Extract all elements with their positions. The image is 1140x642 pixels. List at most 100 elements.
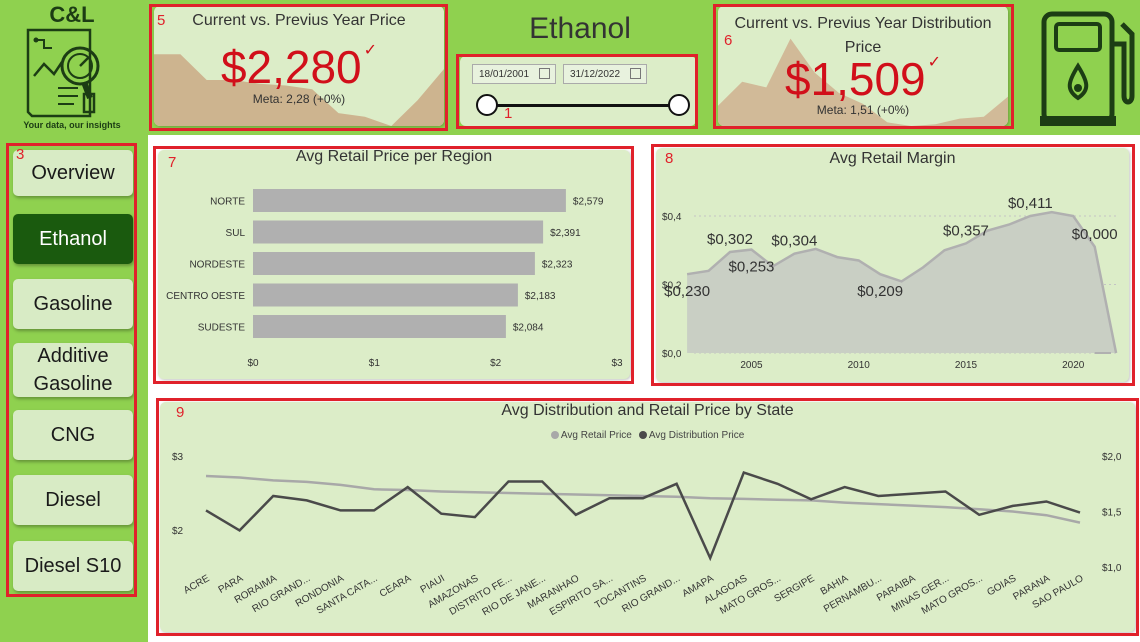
check-icon: ✓ <box>927 54 942 71</box>
x-tick-label: 2005 <box>740 360 763 371</box>
kpi-trend-area <box>718 38 1008 126</box>
bar-sul <box>253 220 544 244</box>
bar-category-label: NORTE <box>210 197 245 208</box>
check-icon: ✓ <box>363 42 378 59</box>
state-tick-label: ACRE <box>182 573 212 597</box>
start-date-input[interactable]: 18/01/2001 <box>472 64 556 84</box>
chart-state-prices: Avg Distribution and Retail Price by Sta… <box>160 402 1135 632</box>
margin-data-label: $0,209 <box>857 283 903 300</box>
y-right-tick-label: $2,0 <box>1102 452 1122 463</box>
kpi-distribution-meta: Meta: 1,51 (+0%) <box>816 103 910 117</box>
x-tick-label: $2 <box>490 358 502 369</box>
region-chart-title: Avg Retail Price per Region <box>295 150 493 165</box>
kpi-price-title: Current vs. Previus Year Price <box>192 12 406 29</box>
margin-data-label: $0,000 <box>1072 226 1118 243</box>
margin-data-label: $0,357 <box>943 222 989 239</box>
y-left-tick-label: $2 <box>172 526 184 537</box>
logo-title: C&L <box>49 2 95 27</box>
x-tick-label: 2010 <box>848 360 871 371</box>
state-chart-title: Avg Distribution and Retail Price by Sta… <box>501 402 794 419</box>
kpi-card-price: Current vs. Previus Year Price $2,280 ✓ M… <box>154 6 444 126</box>
marker-8: 8 <box>665 150 674 167</box>
company-logo: C&L Your data, our insights <box>22 2 122 132</box>
legend-distribution-dot <box>638 431 647 440</box>
bar-sudeste <box>253 315 506 338</box>
kpi-distribution-area <box>718 38 1008 126</box>
legend-retail-label: Avg Retail Price <box>560 430 632 441</box>
marker-1: 1 <box>504 105 513 122</box>
bar-value-label: $2,183 <box>525 291 556 302</box>
chart-retail-margin: Avg Retail Margin $0,0 $0,2 $0,4 $0,230 $0,3… <box>656 148 1129 382</box>
kpi-distribution-title: Current vs. Previus Year Distribution Pr… <box>734 15 992 56</box>
bar-category-label: SUL <box>226 228 246 239</box>
bar-category-label: CENTRO OESTE <box>166 291 245 302</box>
marker-5: 5 <box>157 12 166 29</box>
logo-tagline: Your data, our insights <box>23 120 121 130</box>
kpi-price-area <box>154 54 444 126</box>
y-tick-label: $0,2 <box>662 281 682 292</box>
y-tick-label: $0,0 <box>662 349 682 360</box>
margin-data-label: $0,302 <box>707 231 753 248</box>
kpi-price-value: $2,280 ✓ <box>220 41 378 93</box>
slider-track[interactable] <box>486 104 682 107</box>
x-tick-label: 2015 <box>955 360 978 371</box>
bar-centro-oeste <box>253 283 518 307</box>
marker-6: 6 <box>724 32 733 49</box>
x-tick-label: $1 <box>369 358 381 369</box>
marker-9: 9 <box>176 404 185 421</box>
nav-diesel-button[interactable]: Diesel <box>13 475 133 525</box>
bar-value-label: $2,579 <box>573 197 604 208</box>
x-tick-label: $0 <box>247 358 259 369</box>
bar-value-label: $2,391 <box>550 228 581 239</box>
bar-category-label: NORDESTE <box>189 260 245 271</box>
nav-ethanol-button[interactable]: Ethanol <box>13 214 133 264</box>
kpi-card-distribution: Current vs. Previus Year Distribution Pr… <box>718 6 1008 126</box>
state-chart-legend: Avg Retail Price Avg Distribution Price <box>160 430 1135 441</box>
document-magnifier-icon <box>26 28 100 118</box>
y-right-tick-label: $1,5 <box>1102 508 1122 519</box>
y-right-tick-label: $1,0 <box>1102 563 1122 574</box>
state-tick-label: RIO GRAND... <box>620 573 682 615</box>
date-slicer[interactable]: 18/01/2001 31/12/2022 <box>460 56 696 126</box>
slider-end-handle[interactable] <box>668 94 690 116</box>
retail-price-line <box>205 474 1081 524</box>
y-left-tick-label: $3 <box>172 452 184 463</box>
margin-line <box>686 210 1118 354</box>
nav-additive-gasoline-button[interactable]: Additive Gasoline <box>13 343 133 397</box>
kpi-trend-area <box>154 54 444 126</box>
margin-area-chart: $0,0 $0,2 $0,4 $0,230 $0,302 $0,253 $0,304 $0,2… <box>662 195 1118 371</box>
chart-region-price: Avg Retail Price per Region NORTE $2,579 S… <box>158 150 630 379</box>
x-tick-label: 2020 <box>1062 360 1085 371</box>
region-bar-chart: NORTE $2,579 SUL $2,391 NORDESTE $2,323 CENTRO… <box>166 189 623 369</box>
marker-7: 7 <box>168 154 177 171</box>
page-title: Ethanol <box>529 12 631 45</box>
calendar-icon[interactable] <box>630 68 641 79</box>
margin-data-label: $0,304 <box>771 233 817 250</box>
margin-data-label: $0,253 <box>729 259 775 276</box>
bar-value-label: $2,323 <box>542 260 573 271</box>
distribution-price-line <box>205 471 1081 562</box>
bar-category-label: SUDESTE <box>198 323 246 334</box>
bar-norte <box>253 189 566 212</box>
fuel-pump-icon <box>1040 11 1135 126</box>
state-tick-label: CEARA <box>378 573 414 600</box>
nav-overview-button[interactable]: Overview <box>13 150 133 196</box>
kpi-price-meta: Meta: 2,28 (+0%) <box>252 92 346 106</box>
nav-diesel-s10-button[interactable]: Diesel S10 <box>13 541 133 591</box>
slider-start-handle[interactable] <box>476 94 498 116</box>
kpi-distribution-value: $1,509 ✓ <box>784 53 942 105</box>
y-tick-label: $0,4 <box>662 212 682 223</box>
nav-cng-button[interactable]: CNG <box>13 410 133 460</box>
bar-nordeste <box>253 252 535 275</box>
calendar-icon[interactable] <box>539 68 550 79</box>
legend-distribution-label: Avg Distribution Price <box>648 430 745 441</box>
margin-chart-title: Avg Retail Margin <box>829 150 956 167</box>
x-tick-label: $3 <box>611 358 623 369</box>
margin-data-label: $0,230 <box>664 283 710 300</box>
legend-retail-dot <box>550 431 559 440</box>
nav-gasoline-button[interactable]: Gasoline <box>13 279 133 329</box>
end-date-input[interactable]: 31/12/2022 <box>563 64 647 84</box>
margin-data-label: $0,411 <box>1008 195 1053 212</box>
bar-value-label: $2,084 <box>513 323 544 334</box>
